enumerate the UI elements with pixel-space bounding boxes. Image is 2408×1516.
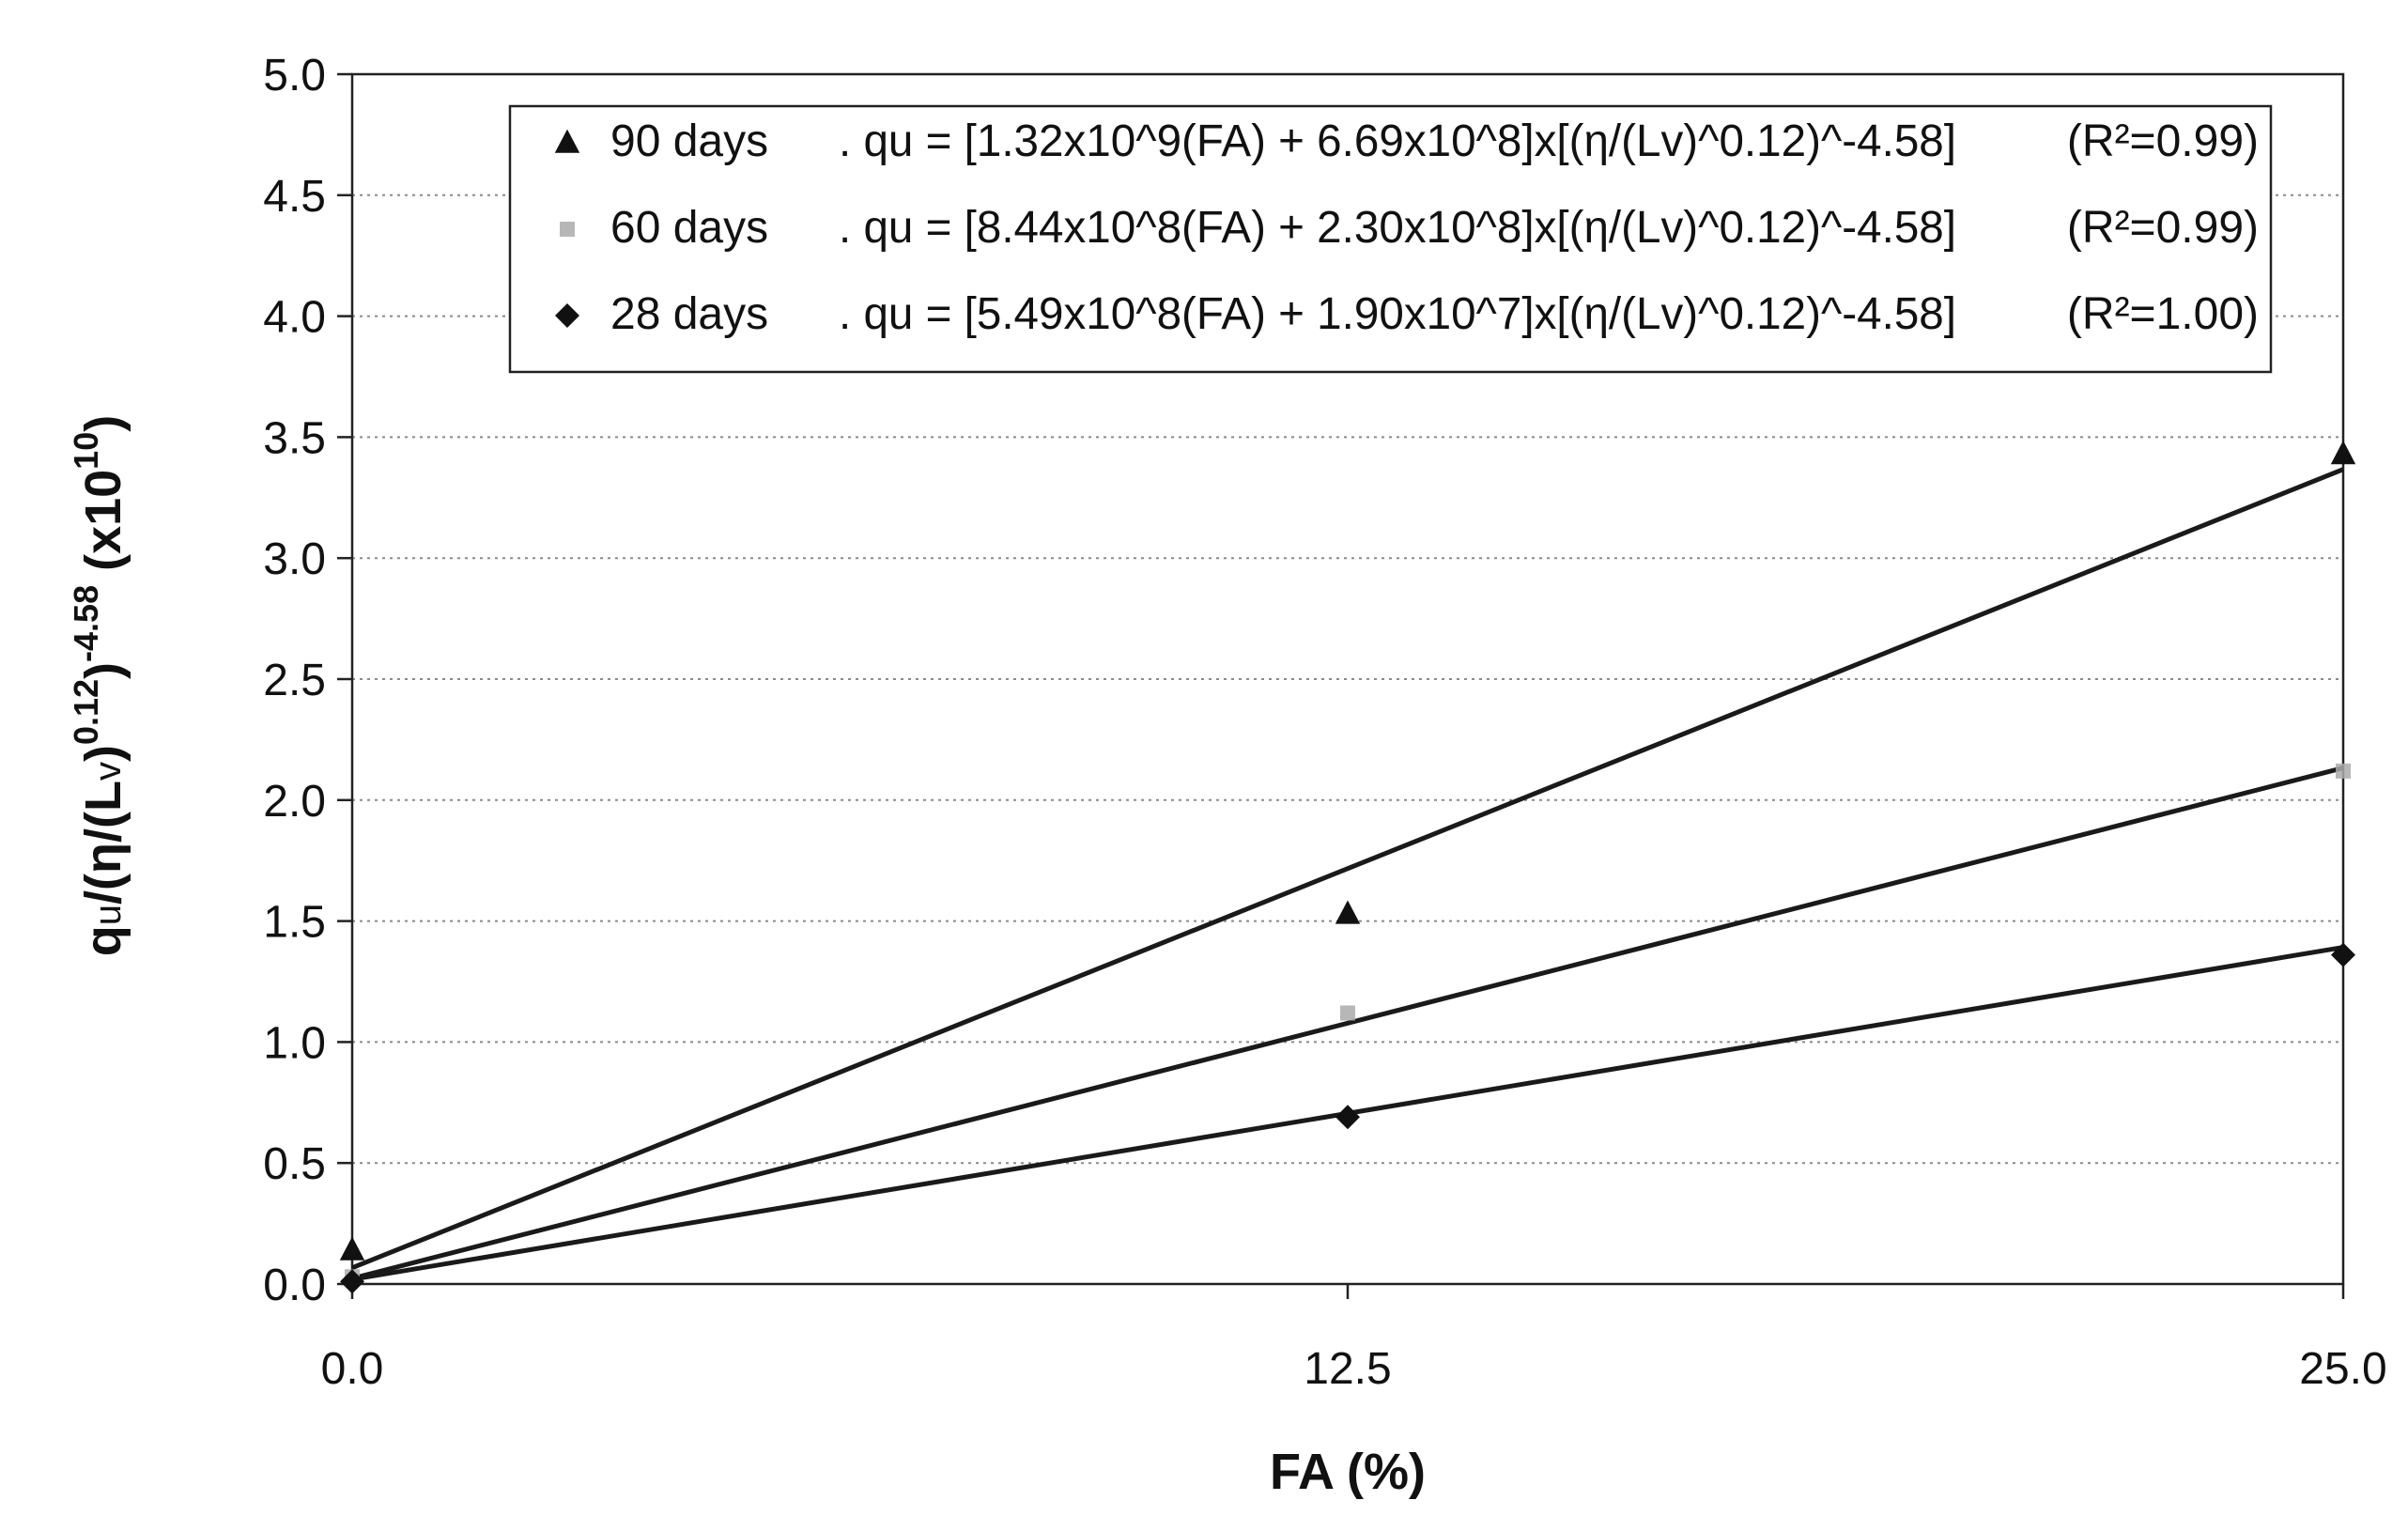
x-axis-label: FA (%) [1270,1444,1426,1500]
y-tick-label: 3.5 [263,413,326,463]
data-point-90-days [2330,441,2356,465]
legend-equation: . qu = [1.32x10^9(FA) + 6.69x10^8]x[(η/(… [839,116,1956,166]
y-tick-label: 0.0 [263,1261,326,1310]
y-tick-label: 1.5 [263,898,326,948]
y-tick-label: 4.5 [263,172,326,222]
fit-line-60-days [351,766,2344,1281]
legend-equation: . qu = [8.44x10^8(FA) + 2.30x10^8]x[(η/(… [839,203,1956,253]
y-axis-label: qu/(η/(Lv)0.12)-4.58 (x1010) [67,415,131,956]
y-tick-label: 5.0 [263,51,326,101]
axes: 0.0 0.5 1.0 1.5 2.0 2.5 3.0 3.5 4.0 4.5 5.0 0.0 12.5… [263,51,2386,1394]
legend-equation: . qu = [5.49x10^8(FA) + 1.90x10^7]x[(η/(… [839,289,1956,339]
data-point-60-days [2336,763,2351,779]
legend-marker-60-days [560,222,575,237]
legend-series-label: 28 days [610,289,768,339]
data-points [339,441,2356,1294]
data-point-28-days [2331,942,2355,967]
y-tick-label: 2.5 [263,656,326,705]
y-tick-label: 3.0 [263,534,326,584]
legend-r2: (R²=0.99) [2067,116,2259,166]
legend-marker-90-days [554,129,580,153]
x-tick-label: 0.0 [321,1344,384,1394]
legend: 90 days . qu = [1.32x10^9(FA) + 6.69x10^8… [508,104,2273,374]
data-point-28-days [340,1269,364,1294]
x-tick-label: 25.0 [2299,1344,2386,1394]
legend-box [508,104,2273,374]
x-tick-label: 12.5 [1304,1344,1391,1394]
y-tick-label: 2.0 [263,777,326,827]
legend-r2: (R²=0.99) [2067,203,2259,253]
legend-r2: (R²=1.00) [2067,289,2259,339]
data-point-90-days [1335,900,1361,924]
y-tick-label: 0.5 [263,1139,326,1189]
y-tick-label: 4.0 [263,293,326,343]
legend-series-label: 60 days [610,203,768,253]
data-point-90-days [339,1236,365,1261]
legend-marker-28-days [555,303,579,328]
axis-labels: FA (%) qu/(η/(Lv)0.12)-4.58 (x1010) [67,415,1426,1500]
data-point-60-days [1340,1005,1355,1021]
legend-series-label: 90 days [610,116,768,166]
fit-line-90-days [351,467,2344,1271]
y-tick-label: 1.0 [263,1018,326,1068]
data-point-28-days [1335,1105,1360,1130]
fit-lines [351,467,2344,1282]
